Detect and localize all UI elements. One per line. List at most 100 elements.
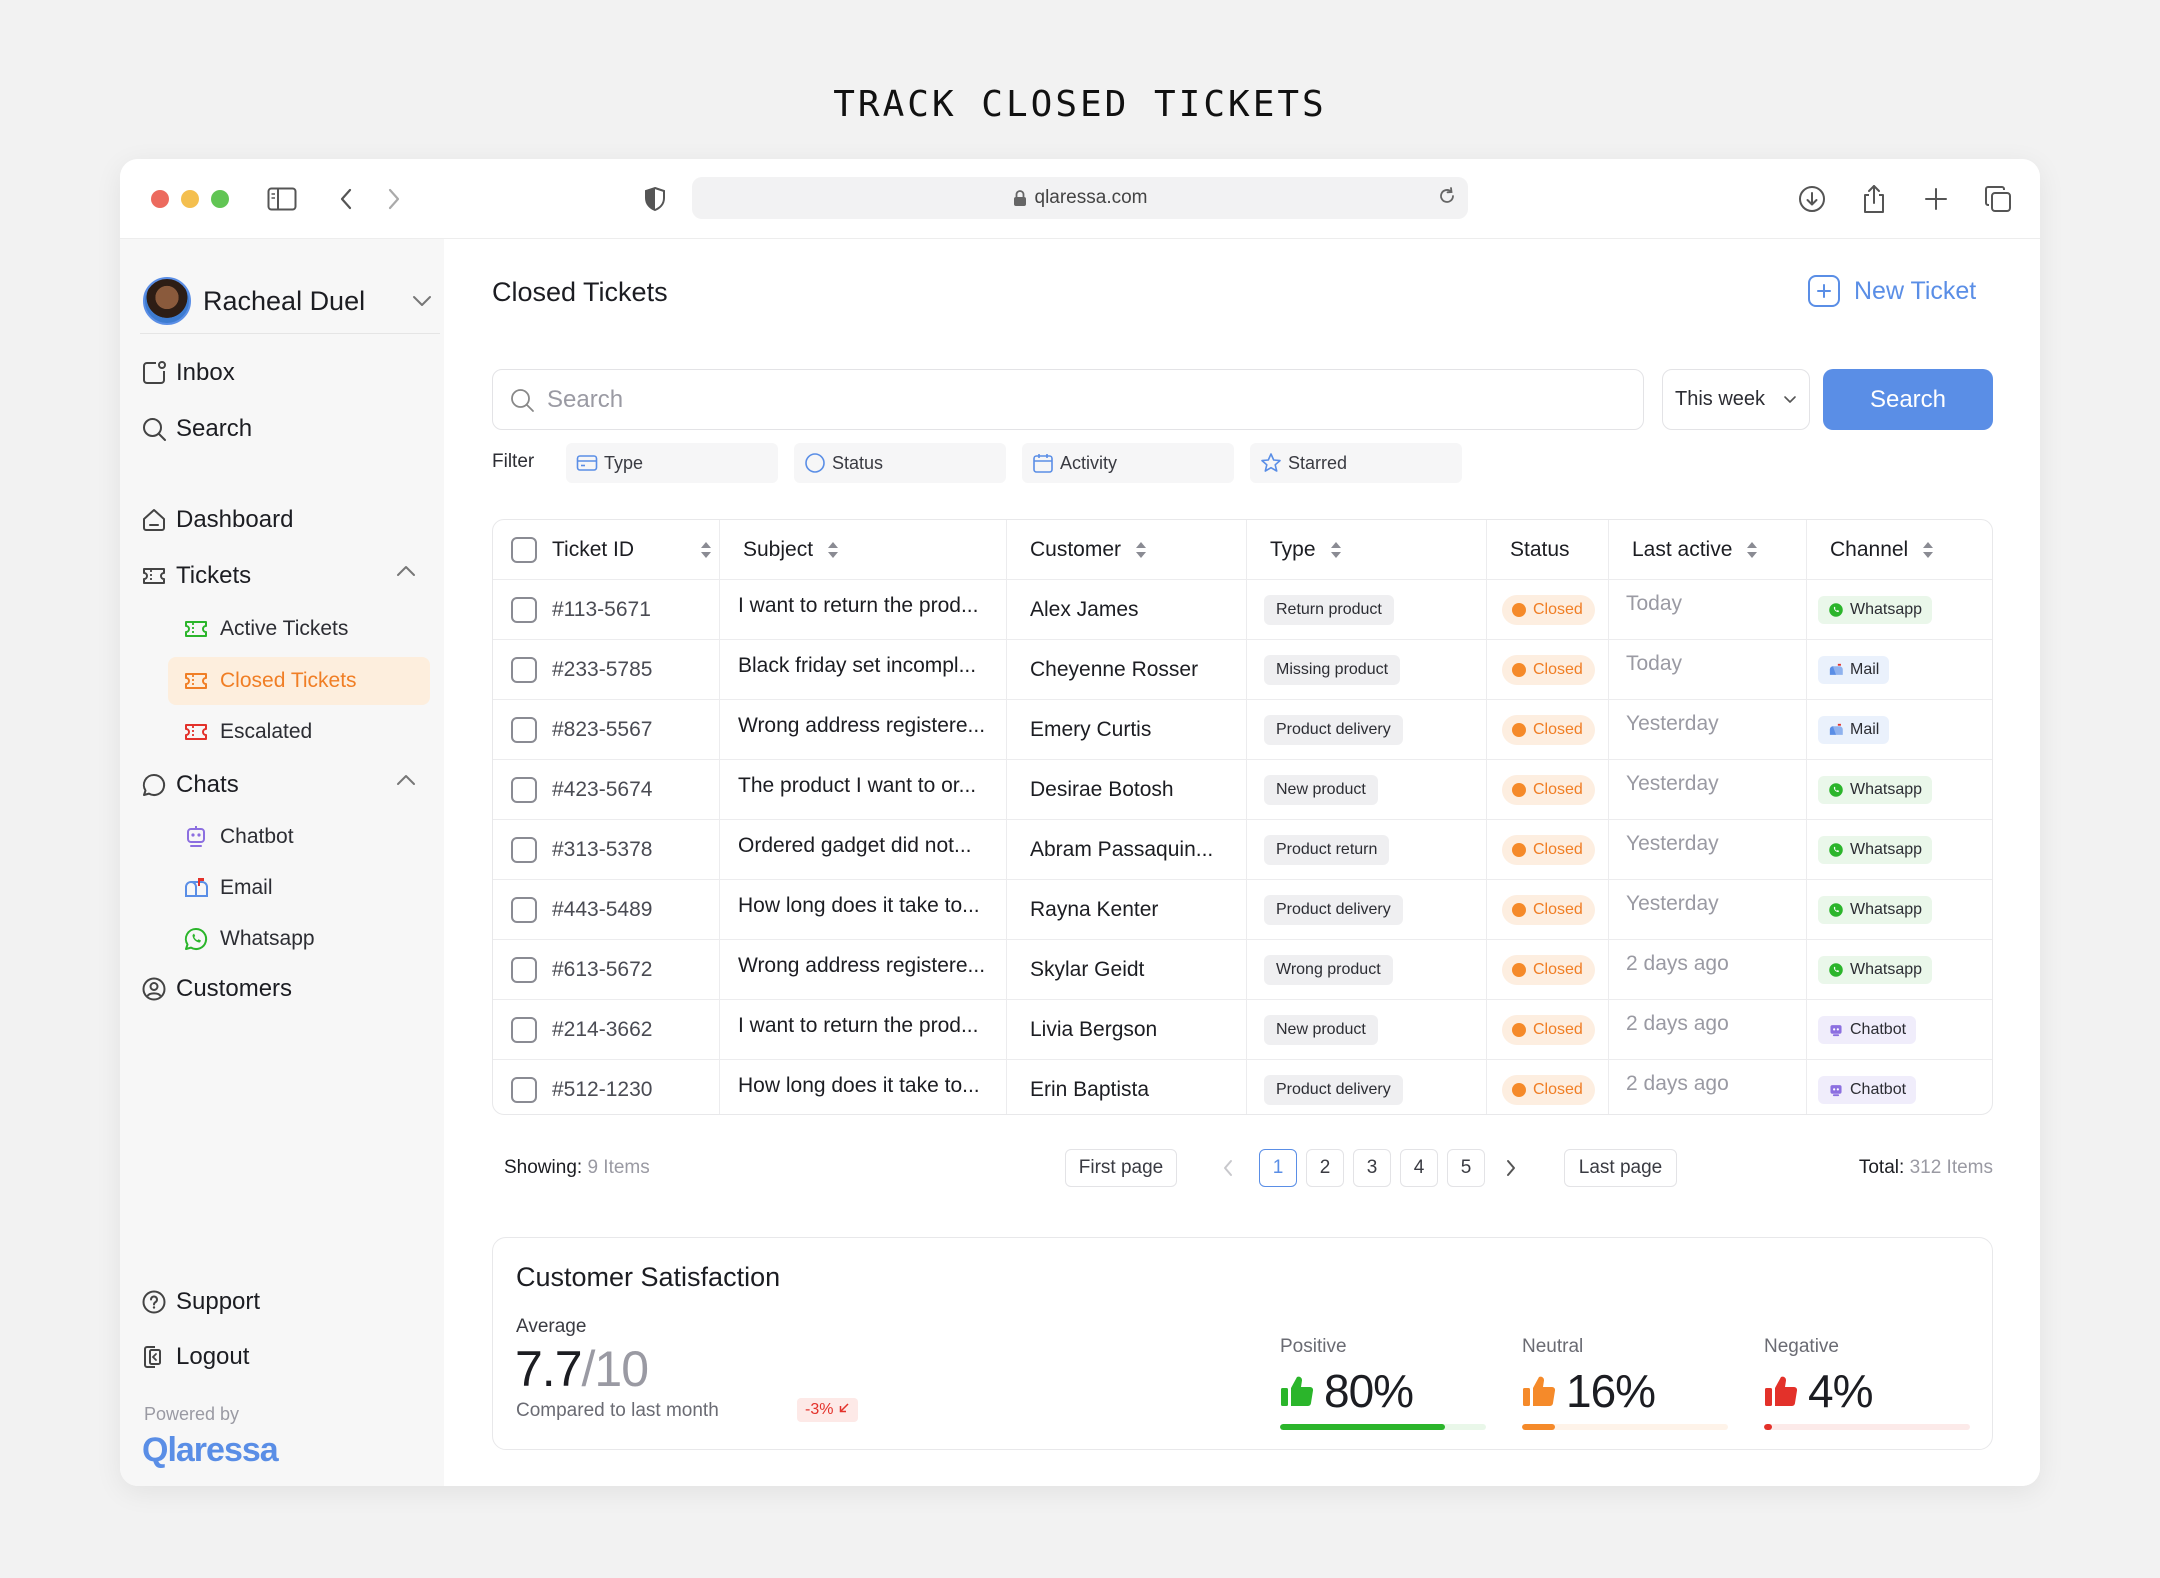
last-active: 2 days ago (1626, 1012, 1729, 1035)
sidebar-item-label: Escalated (220, 720, 313, 743)
sort-icon (1746, 541, 1758, 559)
row-checkbox[interactable] (511, 580, 537, 640)
sidebar-item-logout[interactable]: Logout (140, 1334, 249, 1380)
download-icon[interactable] (1794, 181, 1830, 217)
close-window-button[interactable] (151, 190, 169, 208)
sidebar-item-support[interactable]: Support (140, 1279, 260, 1325)
url-bar[interactable]: qlaressa.com (692, 177, 1468, 219)
row-checkbox[interactable] (511, 880, 537, 940)
row-checkbox[interactable] (511, 1000, 537, 1060)
sidebar-item-active-tickets[interactable]: Active Tickets (168, 605, 430, 653)
reload-icon[interactable] (1436, 185, 1458, 207)
new-tab-plus-icon[interactable] (1918, 181, 1954, 217)
search-button[interactable]: Search (1823, 369, 1993, 430)
page-button-3[interactable]: 3 (1353, 1149, 1391, 1187)
sidebar-item-label: Inbox (176, 359, 235, 386)
page-button-5[interactable]: 5 (1447, 1149, 1485, 1187)
row-checkbox[interactable] (511, 760, 537, 820)
sidebar-item-whatsapp[interactable]: Whatsapp (168, 915, 430, 963)
sidebar-toggle-icon[interactable] (264, 181, 300, 217)
back-arrow-icon[interactable] (328, 181, 364, 217)
first-page-button[interactable]: First page (1065, 1149, 1177, 1187)
sidebar-item-chats[interactable]: Chats (140, 762, 430, 808)
sidebar-item-closed-tickets[interactable]: Closed Tickets (168, 657, 430, 705)
sidebar-item-label: Email (220, 876, 273, 899)
row-checkbox[interactable] (511, 700, 537, 760)
filter-type[interactable]: Type (566, 443, 778, 483)
sidebar-item-escalated[interactable]: Escalated (168, 708, 430, 756)
status-text: Closed (1533, 901, 1583, 918)
last-page-button[interactable]: Last page (1564, 1149, 1677, 1187)
metric-neutral: Neutral 16% (1522, 1336, 1728, 1430)
channel-badge: Chatbot (1818, 1016, 1917, 1044)
table-row[interactable]: #613-5672 Wrong address registere... Skyla… (493, 940, 1992, 1000)
column-header-type[interactable]: Type (1270, 520, 1342, 580)
ticket-type: Return product (1264, 580, 1394, 640)
search-field[interactable] (492, 369, 1644, 430)
new-ticket-button[interactable]: New Ticket (1808, 275, 1976, 307)
table-row[interactable]: #823-5567 Wrong address registere... Emery… (493, 700, 1992, 760)
chevron-up-icon[interactable] (395, 773, 417, 787)
column-header-status[interactable]: Status (1510, 520, 1570, 580)
share-icon[interactable] (1856, 181, 1892, 217)
row-checkbox[interactable] (511, 640, 537, 700)
status-badge: Closed (1502, 1015, 1595, 1045)
select-all-checkbox[interactable] (511, 520, 537, 580)
customer-name: Erin Baptista (1030, 1078, 1150, 1101)
search-input[interactable] (547, 385, 1547, 414)
filter-status[interactable]: Status (794, 443, 1006, 483)
table-row[interactable]: #233-5785 Black friday set incompl... Chey… (493, 640, 1992, 700)
robot-icon (1828, 1082, 1844, 1098)
minimize-window-button[interactable] (181, 190, 199, 208)
sidebar-item-inbox[interactable]: Inbox (140, 350, 235, 396)
sidebar-item-customers[interactable]: Customers (140, 966, 292, 1012)
table-row[interactable]: #423-5674 The product I want to or... Desi… (493, 760, 1992, 820)
prev-page-arrow-icon[interactable] (1221, 1157, 1235, 1179)
ticket-id: #512-1230 (552, 1078, 653, 1101)
type-tag: Product delivery (1264, 715, 1403, 745)
page-button-2[interactable]: 2 (1306, 1149, 1344, 1187)
sidebar-item-email[interactable]: Email (168, 864, 430, 912)
user-profile-menu[interactable]: Racheal Duel (143, 275, 433, 327)
chevron-up-icon[interactable] (395, 564, 417, 578)
dashboard-icon (140, 506, 168, 534)
column-header-channel[interactable]: Channel (1830, 520, 1934, 580)
ticket-subject: I want to return the prod... (738, 1014, 979, 1037)
column-header-customer[interactable]: Customer (1030, 520, 1147, 580)
table-row[interactable]: #443-5489 How long does it take to... Rayn… (493, 880, 1992, 940)
forward-arrow-icon[interactable] (376, 181, 412, 217)
filter-activity[interactable]: Activity (1022, 443, 1234, 483)
status-text: Closed (1533, 1021, 1583, 1038)
table-row[interactable]: #214-3662 I want to return the prod... Liv… (493, 1000, 1992, 1060)
sidebar-item-tickets[interactable]: Tickets (140, 553, 430, 599)
column-header-last-active[interactable]: Last active (1632, 520, 1758, 580)
sort-icon (1922, 541, 1934, 559)
page-button-1[interactable]: 1 (1259, 1149, 1297, 1187)
shield-icon[interactable] (637, 181, 673, 217)
table-row[interactable]: #512-1230 How long does it take to... Erin… (493, 1060, 1992, 1114)
new-ticket-label: New Ticket (1854, 276, 1977, 305)
tabs-overview-icon[interactable] (1980, 181, 2016, 217)
status-text: Closed (1533, 721, 1583, 738)
table-row[interactable]: #113-5671 I want to return the prod... Ale… (493, 580, 1992, 640)
sidebar-item-search[interactable]: Search (140, 406, 252, 452)
sidebar-item-label: Dashboard (176, 506, 294, 533)
last-active: Yesterday (1626, 832, 1719, 855)
sidebar-item-dashboard[interactable]: Dashboard (140, 497, 293, 543)
page-button-4[interactable]: 4 (1400, 1149, 1438, 1187)
maximize-window-button[interactable] (211, 190, 229, 208)
row-checkbox[interactable] (511, 940, 537, 1000)
column-header-subject[interactable]: Subject (743, 520, 839, 580)
period-dropdown[interactable]: This week (1662, 369, 1810, 430)
type-tag: Wrong product (1264, 955, 1393, 985)
filter-starred[interactable]: Starred (1250, 443, 1462, 483)
row-checkbox[interactable] (511, 1060, 537, 1114)
next-page-arrow-icon[interactable] (1504, 1157, 1518, 1179)
sidebar-item-chatbot[interactable]: Chatbot (168, 813, 430, 861)
column-header-ticket-id[interactable]: Ticket ID (552, 520, 712, 580)
row-checkbox[interactable] (511, 820, 537, 880)
sort-icon (700, 541, 712, 559)
table-header: Ticket ID Subject Customer Type Status (493, 520, 1992, 580)
channel-badge: Mail (1818, 716, 1890, 744)
table-row[interactable]: #313-5378 Ordered gadget did not... Abram … (493, 820, 1992, 880)
